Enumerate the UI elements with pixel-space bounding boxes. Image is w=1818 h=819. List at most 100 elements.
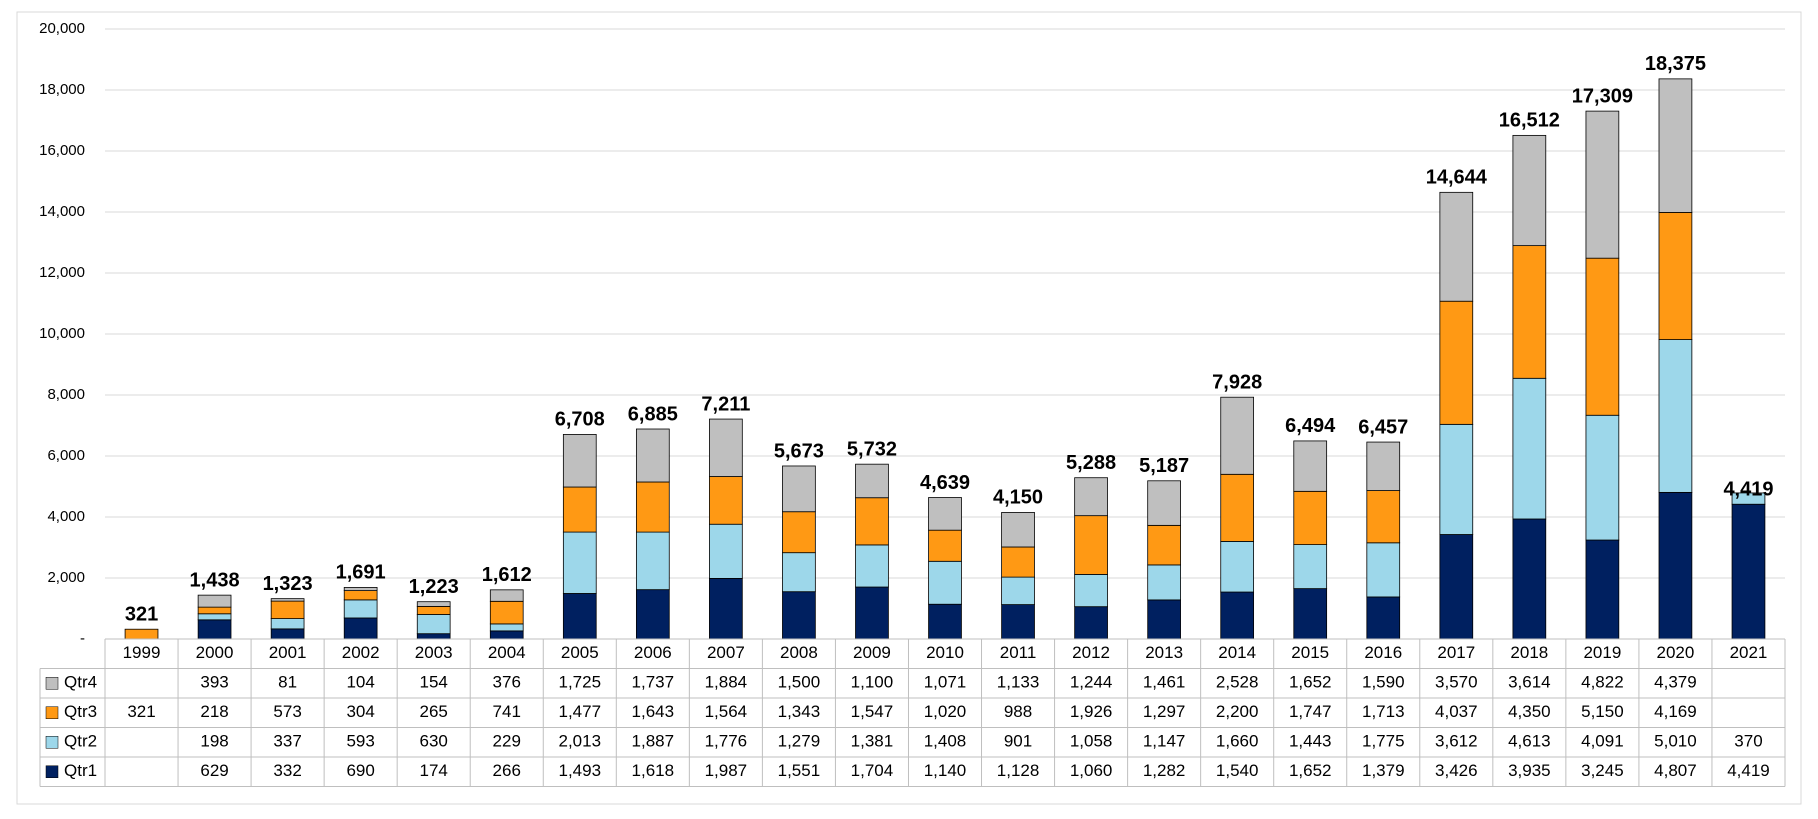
table-cell: 1,408 [924, 732, 967, 751]
table-cell: 1,564 [705, 702, 748, 721]
table-cell: 304 [346, 702, 374, 721]
bar-segment [416, 601, 451, 607]
table-cell: 1,704 [851, 761, 894, 780]
bar-segment [1001, 512, 1035, 548]
table-cell: 690 [346, 761, 374, 780]
x-tick-label: 2002 [342, 643, 380, 662]
bar-segment [1585, 414, 1620, 541]
x-tick-label: 2017 [1437, 643, 1475, 662]
table-cell: 1,775 [1362, 732, 1405, 751]
bar-segment [782, 511, 816, 554]
bar-segment [1439, 300, 1474, 425]
bar-segment [343, 587, 378, 591]
table-cell: 1,926 [1070, 702, 1113, 721]
bar-segment [928, 560, 962, 605]
table-cell: 2,200 [1216, 702, 1259, 721]
bar-segment [1366, 542, 1401, 598]
bar-segment [1366, 490, 1401, 544]
table-cell: 1,379 [1362, 761, 1405, 780]
table-cell: 1,737 [632, 673, 675, 692]
bar-segment [1731, 503, 1766, 640]
table-cell: 1,297 [1143, 702, 1186, 721]
x-tick-label: 2004 [488, 643, 526, 662]
total-label: 17,309 [1572, 85, 1633, 107]
table-cell: 1,660 [1216, 732, 1259, 751]
table-cell: 4,419 [1727, 761, 1770, 780]
bar-segment [416, 614, 451, 635]
table-cell: 1,547 [851, 702, 894, 721]
bar-segment [416, 605, 451, 615]
table-cell: 1,987 [705, 761, 748, 780]
x-tick-label: 2013 [1145, 643, 1183, 662]
x-tick-label: 2012 [1072, 643, 1110, 662]
table-cell: 1,443 [1289, 732, 1332, 751]
table-cell: 573 [273, 702, 301, 721]
y-tick-label: 14,000 [39, 203, 85, 220]
x-tick-label: 2008 [780, 643, 818, 662]
table-cell: 4,350 [1508, 702, 1551, 721]
table-cell: 1,477 [559, 702, 602, 721]
bar-segment [1001, 576, 1035, 605]
total-label: 5,732 [847, 438, 897, 460]
table-cell: 1,128 [997, 761, 1040, 780]
table-cell: 3,245 [1581, 761, 1624, 780]
total-label: 4,150 [993, 487, 1043, 509]
table-cell: 593 [346, 732, 374, 751]
bar-segment [489, 630, 524, 640]
table-cell: 1,020 [924, 702, 967, 721]
table-cell: 321 [127, 702, 155, 721]
total-label: 6,494 [1285, 415, 1336, 437]
x-tick-label: 2010 [926, 643, 964, 662]
table-cell: 1,713 [1362, 702, 1405, 721]
bar-segment [1512, 377, 1547, 520]
table-cell: 988 [1004, 702, 1032, 721]
bar-segment [635, 531, 670, 591]
total-label: 16,512 [1499, 110, 1560, 132]
bar-segment [1293, 588, 1328, 640]
x-tick-label: 2018 [1510, 643, 1548, 662]
table-cell: 1,147 [1143, 732, 1186, 751]
bar-segment [197, 594, 232, 608]
table-cell: 1,279 [778, 732, 821, 751]
total-label: 14,644 [1426, 167, 1488, 189]
total-label: 1,323 [263, 573, 313, 595]
bar-segment [855, 544, 889, 588]
bar-segment [1658, 212, 1693, 340]
y-tick-label: 8,000 [47, 386, 85, 403]
table-cell: 1,381 [851, 732, 894, 751]
bar-segment [1293, 544, 1328, 590]
bar-segment [270, 628, 305, 640]
table-cell: 376 [493, 673, 521, 692]
y-tick-label: - [80, 630, 85, 647]
total-label: 1,223 [409, 576, 459, 598]
x-tick-label: 2006 [634, 643, 672, 662]
bar-segment [343, 599, 378, 619]
bar-segment [1220, 473, 1255, 542]
x-tick-label: 1999 [123, 643, 161, 662]
table-cell: 154 [420, 673, 448, 692]
table-cell: 1,071 [924, 673, 967, 692]
bar-segment [1585, 539, 1620, 640]
total-label: 6,885 [628, 403, 678, 425]
total-label: 4,419 [1723, 479, 1773, 501]
table-cell: 81 [278, 673, 297, 692]
table-cell: 1,244 [1070, 673, 1113, 692]
bar-segment [1658, 491, 1693, 640]
legend-key [45, 706, 59, 719]
table-cell: 3,570 [1435, 673, 1478, 692]
table-cell: 3,935 [1508, 761, 1551, 780]
bar-segment [343, 617, 378, 640]
total-label: 6,708 [555, 409, 605, 431]
bar-segment [709, 476, 743, 525]
table-cell: 1,590 [1362, 673, 1405, 692]
y-tick-label: 10,000 [39, 325, 85, 342]
bar-segment [635, 428, 670, 483]
bar-segment [1074, 574, 1108, 608]
legend-key [45, 736, 59, 749]
table-cell: 4,822 [1581, 673, 1624, 692]
table-cell: 901 [1004, 732, 1032, 751]
table-cell: 1,461 [1143, 673, 1186, 692]
table-cell: 1,652 [1289, 673, 1332, 692]
table-cell: 1,282 [1143, 761, 1186, 780]
legend-label: Qtr4 [64, 673, 97, 692]
